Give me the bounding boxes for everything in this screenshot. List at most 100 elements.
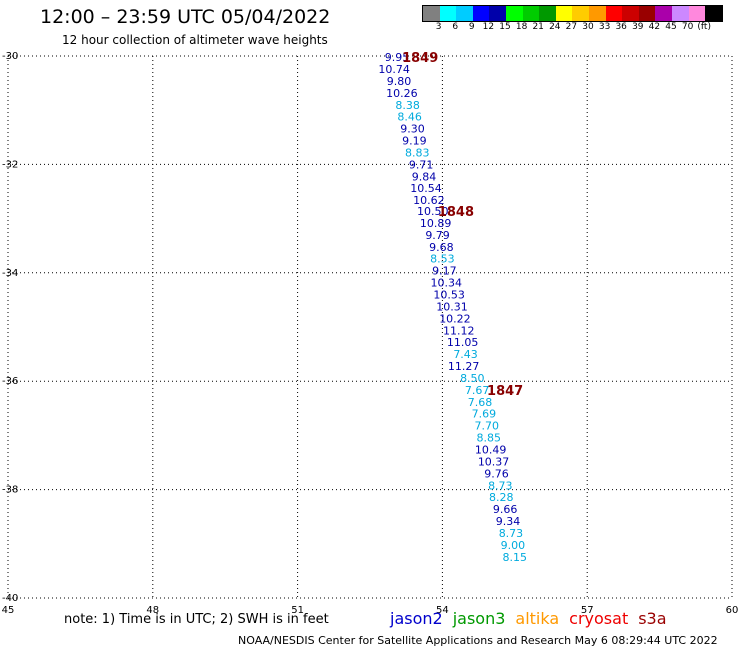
lat-tick-label: -30 — [2, 51, 18, 62]
swh-value: 10.54 — [410, 182, 442, 195]
swh-value: 9.79 — [425, 229, 450, 242]
swh-value: 11.27 — [448, 360, 480, 373]
color-swatch — [539, 6, 556, 21]
color-scale-label: 39 — [632, 22, 644, 32]
color-swatch — [655, 6, 672, 21]
pass-time-label: 1849 — [402, 51, 438, 66]
color-swatch — [638, 6, 656, 21]
satellite-label: s3a — [638, 609, 667, 628]
page-subtitle: 12 hour collection of altimeter wave hei… — [62, 33, 328, 47]
note-text: note: 1) Time is in UTC; 2) SWH is in fe… — [64, 612, 329, 627]
pass-time-label: 1847 — [487, 384, 523, 399]
swh-value: 7.69 — [472, 408, 497, 421]
swh-value: 10.89 — [420, 217, 452, 230]
swh-value: 10.31 — [436, 300, 468, 313]
swh-value: 9.71 — [409, 158, 434, 171]
swh-value: 10.53 — [433, 288, 465, 301]
lat-tick-label: -34 — [2, 268, 18, 279]
swh-value: 8.85 — [476, 432, 501, 445]
swh-value: 10.62 — [413, 194, 445, 207]
color-swatch — [622, 6, 639, 21]
credit-text: NOAA/NESDIS Center for Satellite Applica… — [238, 634, 718, 647]
page-title: 12:00 – 23:59 UTC 05/04/2022 — [40, 6, 331, 28]
swh-value: 8.50 — [460, 372, 485, 385]
swh-value: 9.66 — [493, 503, 518, 516]
swh-value: 9.95 — [385, 51, 410, 64]
color-scale-label: 6 — [452, 22, 459, 32]
swh-value: 8.73 — [488, 479, 513, 492]
color-swatch — [705, 6, 722, 21]
color-scale-label: 12 — [482, 22, 495, 32]
satellite-legend: jason2 jason3 altika cryosat s3a — [390, 609, 677, 628]
lon-tick-label: 57 — [581, 605, 594, 616]
swh-value: 7.43 — [453, 348, 478, 361]
color-scale-label: 45 — [665, 22, 677, 32]
color-swatch — [588, 6, 606, 21]
swh-value: 8.73 — [499, 527, 524, 540]
time-labels: 1849 1848 1847 — [402, 51, 523, 399]
swh-value: 10.49 — [475, 443, 507, 456]
swh-value: 9.80 — [387, 75, 412, 88]
pass-time-label: 1848 — [438, 205, 474, 220]
color-swatch — [489, 6, 506, 21]
color-scale-label: 70 — [681, 22, 694, 32]
lon-tick-label: 48 — [146, 605, 159, 616]
color-scale-label: 42 — [648, 22, 661, 32]
swh-value: 11.05 — [447, 336, 479, 349]
color-scale-label: 18 — [515, 22, 528, 32]
color-swatch — [555, 6, 573, 21]
color-scale-label: 24 — [549, 22, 561, 32]
color-swatch — [688, 6, 706, 21]
lon-tick-label: 60 — [726, 605, 739, 616]
swh-value: 8.83 — [405, 146, 430, 159]
color-swatch — [671, 6, 689, 21]
lat-tick-label: -38 — [2, 485, 18, 496]
color-swatch — [505, 6, 523, 21]
swh-value: 10.74 — [378, 63, 410, 76]
swh-value: 8.46 — [397, 111, 422, 124]
color-swatch — [423, 6, 440, 21]
lon-tick-label: 51 — [291, 605, 304, 616]
observation-labels: 9.9510.749.8010.268.388.469.309.198.839.… — [378, 51, 527, 564]
swh-value: 9.00 — [501, 539, 526, 552]
lat-tick-label: -36 — [2, 376, 18, 387]
color-scale-label: 36 — [615, 22, 627, 32]
lon-tick-label: 54 — [436, 605, 449, 616]
color-scale-label: (ft) — [697, 22, 711, 32]
color-scale-label: 21 — [532, 22, 544, 32]
swh-value: 10.26 — [386, 87, 418, 100]
swh-value: 9.84 — [412, 170, 437, 183]
swh-value: 8.28 — [489, 491, 514, 504]
color-scale-label: 15 — [499, 22, 511, 32]
swh-value: 8.38 — [395, 99, 420, 112]
swh-value: 10.50 — [417, 205, 449, 218]
swh-value: 8.53 — [430, 253, 455, 266]
swh-value: 9.19 — [402, 135, 427, 148]
swh-value: 9.17 — [432, 265, 457, 278]
color-scale-label: 3 — [435, 22, 442, 32]
swh-value: 10.22 — [439, 312, 471, 325]
color-swatch — [439, 6, 457, 21]
satellite-label: jason3 — [452, 609, 506, 628]
color-scale-label: 9 — [468, 22, 475, 32]
swh-value: 9.68 — [429, 241, 454, 254]
swh-value: 7.68 — [468, 396, 493, 409]
color-swatch — [456, 6, 473, 21]
swh-value: 10.34 — [431, 277, 463, 290]
swh-value: 9.76 — [484, 467, 509, 480]
swh-value: 9.30 — [400, 123, 425, 136]
lat-tick-label: -40 — [2, 593, 18, 604]
swh-value: 7.70 — [475, 420, 500, 433]
satellite-label: cryosat — [569, 609, 629, 628]
swh-value: 11.12 — [443, 324, 475, 337]
color-swatch — [522, 6, 540, 21]
swh-value: 10.37 — [478, 455, 510, 468]
swh-value: 9.34 — [496, 515, 521, 528]
color-swatch — [472, 6, 490, 21]
satellite-label: altika — [515, 609, 560, 628]
color-scale-label: 27 — [565, 22, 578, 32]
color-scale-label: 33 — [598, 22, 611, 32]
color-scale-bar — [422, 5, 723, 22]
color-swatch — [605, 6, 623, 21]
